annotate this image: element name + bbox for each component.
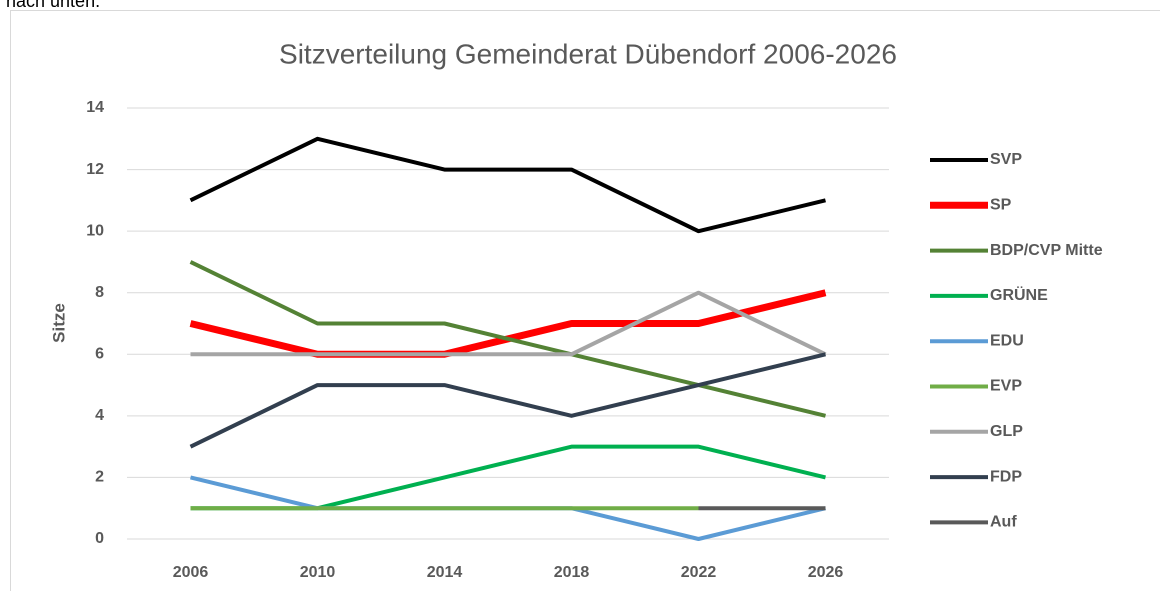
- legend-label: BDP/CVP Mitte: [990, 242, 1103, 259]
- legend-label: SVP: [990, 151, 1022, 168]
- y-tick-label: 14: [86, 99, 104, 116]
- legend-label: EVP: [990, 378, 1022, 395]
- x-tick-label: 2018: [554, 564, 590, 581]
- caption: nach unten.: [6, 0, 100, 11]
- x-tick-label: 2026: [808, 564, 844, 581]
- chart-title: Sitzverteilung Gemeinderat Dübendorf 200…: [279, 38, 897, 69]
- legend-label: SP: [990, 197, 1012, 214]
- legend-label: GLP: [990, 423, 1023, 440]
- series-line: [189, 260, 826, 418]
- y-tick-label: 6: [95, 346, 104, 363]
- x-tick-label: 2014: [427, 564, 463, 581]
- x-tick-label: 2010: [300, 564, 336, 581]
- series-line: [190, 290, 827, 357]
- y-axis-label: Sitze: [49, 303, 68, 343]
- legend-label: EDU: [990, 332, 1024, 349]
- x-tick-label: 2006: [173, 564, 209, 581]
- legend-label: Auf: [990, 514, 1017, 531]
- y-tick-label: 4: [95, 407, 104, 424]
- legend-label: FDP: [990, 468, 1022, 485]
- y-tick-label: 2: [95, 469, 104, 486]
- chart-border: [10, 10, 1160, 591]
- y-tick-label: 8: [95, 284, 104, 301]
- y-tick-label: 0: [95, 530, 104, 547]
- series-line: [189, 136, 826, 234]
- x-tick-label: 2022: [681, 564, 717, 581]
- y-tick-label: 10: [86, 222, 104, 239]
- legend-label: GRÜNE: [990, 285, 1048, 304]
- y-tick-label: 12: [86, 161, 104, 178]
- series-line: [189, 352, 826, 449]
